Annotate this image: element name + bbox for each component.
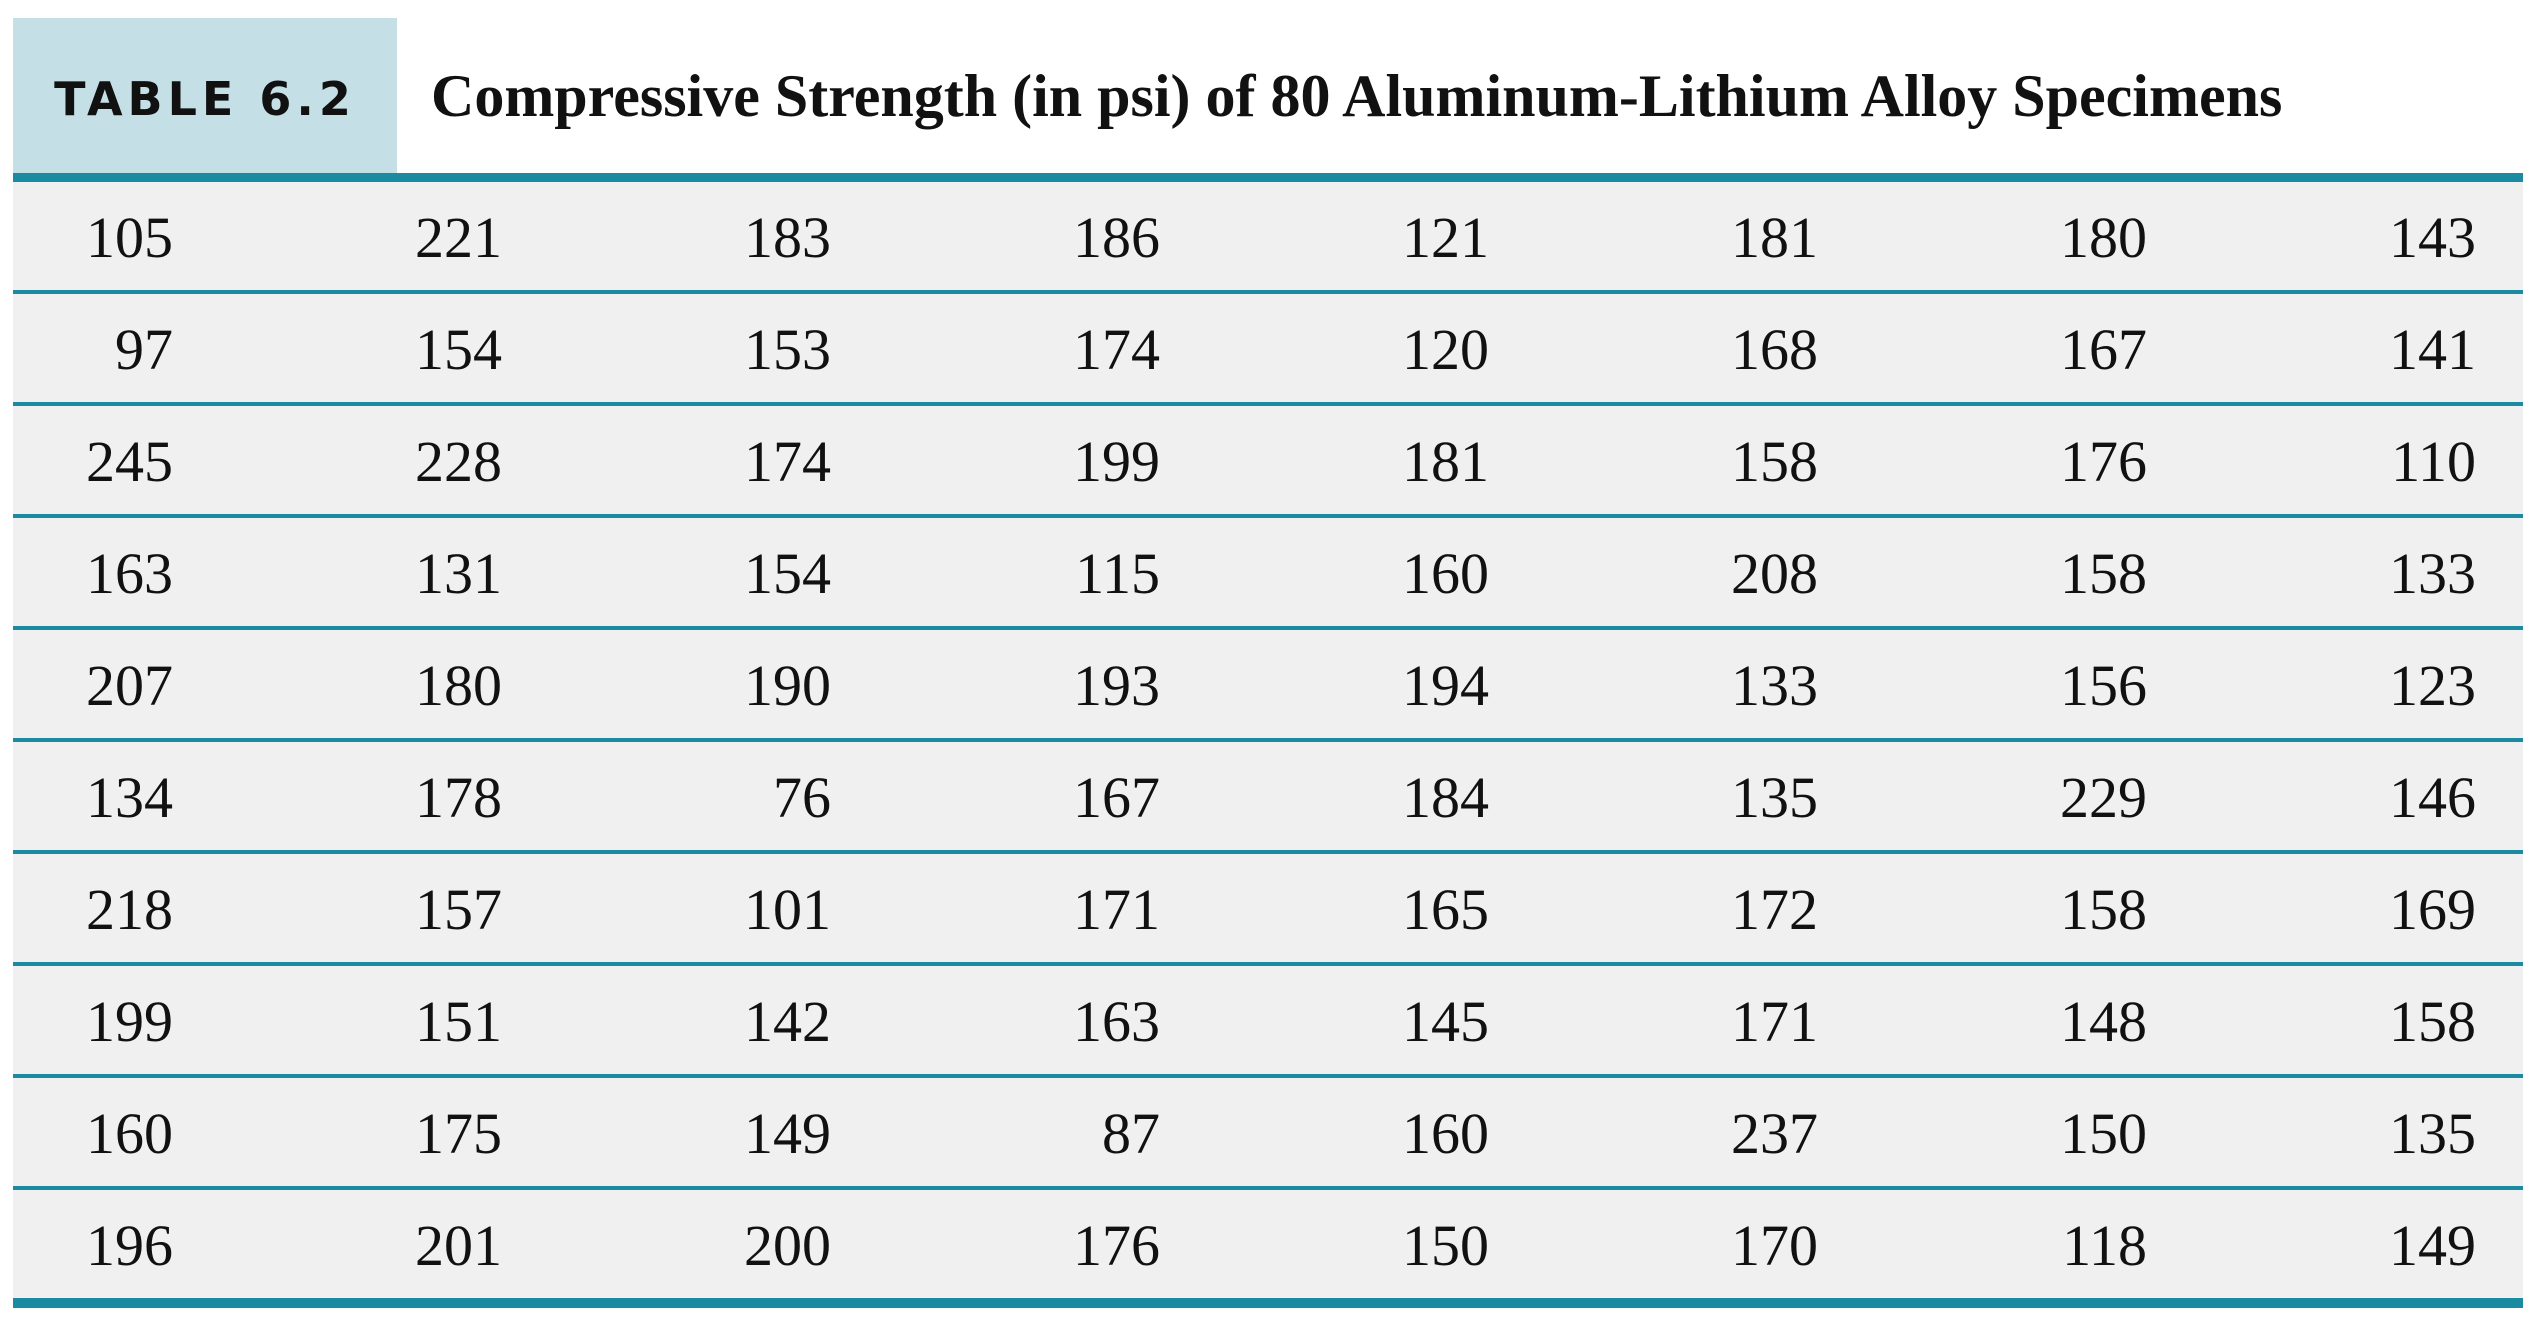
- table-cell: 199: [86, 989, 173, 1054]
- table-cell: 237: [1731, 1101, 1818, 1166]
- table-cell: 135: [2389, 1101, 2476, 1166]
- table-cell: 174: [1073, 317, 1160, 382]
- table-cell: 120: [1402, 317, 1489, 382]
- table-cell: 184: [1402, 765, 1489, 830]
- table-cell: 157: [415, 877, 502, 942]
- table-cell: 201: [415, 1213, 502, 1278]
- table-cell: 178: [415, 765, 502, 830]
- table-cell: 169: [2389, 877, 2476, 942]
- table-cell: 151: [415, 989, 502, 1054]
- table-cell: 133: [1731, 653, 1818, 718]
- table-cell: 160: [1402, 541, 1489, 606]
- table-cell: 181: [1731, 205, 1818, 270]
- table-cell: 154: [744, 541, 831, 606]
- table-cell: 165: [1402, 877, 1489, 942]
- table-cell: 171: [1073, 877, 1160, 942]
- table-cell: 208: [1731, 541, 1818, 606]
- table-cell: 194: [1402, 653, 1489, 718]
- table-cell: 134: [86, 765, 173, 830]
- table-row: 245 228 174 199 181 158 176 110: [13, 406, 2523, 518]
- table-cell: 148: [2060, 989, 2147, 1054]
- table-label: TABLE 6.2: [54, 71, 356, 126]
- table-cell: 218: [86, 877, 173, 942]
- table-cell: 190: [744, 653, 831, 718]
- table-cell: 167: [1073, 765, 1160, 830]
- table-row: 196 201 200 176 150 170 118 149: [13, 1190, 2523, 1308]
- table-row: 199 151 142 163 145 171 148 158: [13, 966, 2523, 1078]
- table-row: 97 154 153 174 120 168 167 141: [13, 294, 2523, 406]
- table-row: 163 131 154 115 160 208 158 133: [13, 518, 2523, 630]
- table-cell: 193: [1073, 653, 1160, 718]
- table-cell: 245: [86, 429, 173, 494]
- table-cell: 158: [2060, 877, 2147, 942]
- table-cell: 171: [1731, 989, 1818, 1054]
- table-cell: 115: [1075, 541, 1160, 606]
- table-cell: 141: [2389, 317, 2476, 382]
- table-cell: 135: [1731, 765, 1818, 830]
- table-cell: 143: [2389, 205, 2476, 270]
- table-label-box: TABLE 6.2: [13, 18, 397, 175]
- table-cell: 110: [2391, 429, 2476, 494]
- table-cell: 149: [2389, 1213, 2476, 1278]
- table-cell: 149: [744, 1101, 831, 1166]
- table-cell: 167: [2060, 317, 2147, 382]
- table-header: TABLE 6.2 Compressive Strength (in psi) …: [13, 18, 2523, 175]
- table-cell: 97: [115, 317, 173, 382]
- table-cell: 158: [2389, 989, 2476, 1054]
- table-cell: 160: [1402, 1101, 1489, 1166]
- table-cell: 123: [2389, 653, 2476, 718]
- table-cell: 76: [773, 765, 831, 830]
- table-cell: 156: [2060, 653, 2147, 718]
- table-body: 105 221 183 186 121 181 180 143 97 154 1…: [13, 182, 2523, 1308]
- table-cell: 158: [1731, 429, 1818, 494]
- table-cell: 170: [1731, 1213, 1818, 1278]
- table-cell: 142: [744, 989, 831, 1054]
- table-cell: 154: [415, 317, 502, 382]
- table-cell: 229: [2060, 765, 2147, 830]
- table-cell: 121: [1402, 205, 1489, 270]
- table-cell: 150: [2060, 1101, 2147, 1166]
- table-cell: 87: [1102, 1101, 1160, 1166]
- table-cell: 196: [86, 1213, 173, 1278]
- table-cell: 180: [415, 653, 502, 718]
- table-cell: 172: [1731, 877, 1818, 942]
- table-cell: 221: [415, 205, 502, 270]
- table-row: 160 175 149 87 160 237 150 135: [13, 1078, 2523, 1190]
- table-cell: 180: [2060, 205, 2147, 270]
- table-cell: 160: [86, 1101, 173, 1166]
- table-cell: 131: [415, 541, 502, 606]
- table-cell: 101: [744, 877, 831, 942]
- table-cell: 158: [2060, 541, 2147, 606]
- table-cell: 186: [1073, 205, 1160, 270]
- table-cell: 150: [1402, 1213, 1489, 1278]
- table-cell: 200: [744, 1213, 831, 1278]
- table-cell: 133: [2389, 541, 2476, 606]
- table-row: 218 157 101 171 165 172 158 169: [13, 854, 2523, 966]
- table-cell: 145: [1402, 989, 1489, 1054]
- table-cell: 168: [1731, 317, 1818, 382]
- table-cell: 146: [2389, 765, 2476, 830]
- table-cell: 176: [1073, 1213, 1160, 1278]
- table-cell: 175: [415, 1101, 502, 1166]
- table-cell: 163: [86, 541, 173, 606]
- table-cell: 199: [1073, 429, 1160, 494]
- table-cell: 174: [744, 429, 831, 494]
- table-cell: 183: [744, 205, 831, 270]
- header-rule: [13, 173, 2523, 182]
- table-cell: 163: [1073, 989, 1160, 1054]
- table-cell: 118: [2062, 1213, 2147, 1278]
- table-row: 207 180 190 193 194 133 156 123: [13, 630, 2523, 742]
- table-row: 105 221 183 186 121 181 180 143: [13, 182, 2523, 294]
- table-cell: 176: [2060, 429, 2147, 494]
- table-cell: 153: [744, 317, 831, 382]
- data-table: TABLE 6.2 Compressive Strength (in psi) …: [13, 18, 2523, 1308]
- table-row: 134 178 76 167 184 135 229 146: [13, 742, 2523, 854]
- table-cell: 228: [415, 429, 502, 494]
- table-cell: 181: [1402, 429, 1489, 494]
- table-cell: 105: [86, 205, 173, 270]
- table-cell: 207: [86, 653, 173, 718]
- table-title: Compressive Strength (in psi) of 80 Alum…: [431, 63, 2283, 129]
